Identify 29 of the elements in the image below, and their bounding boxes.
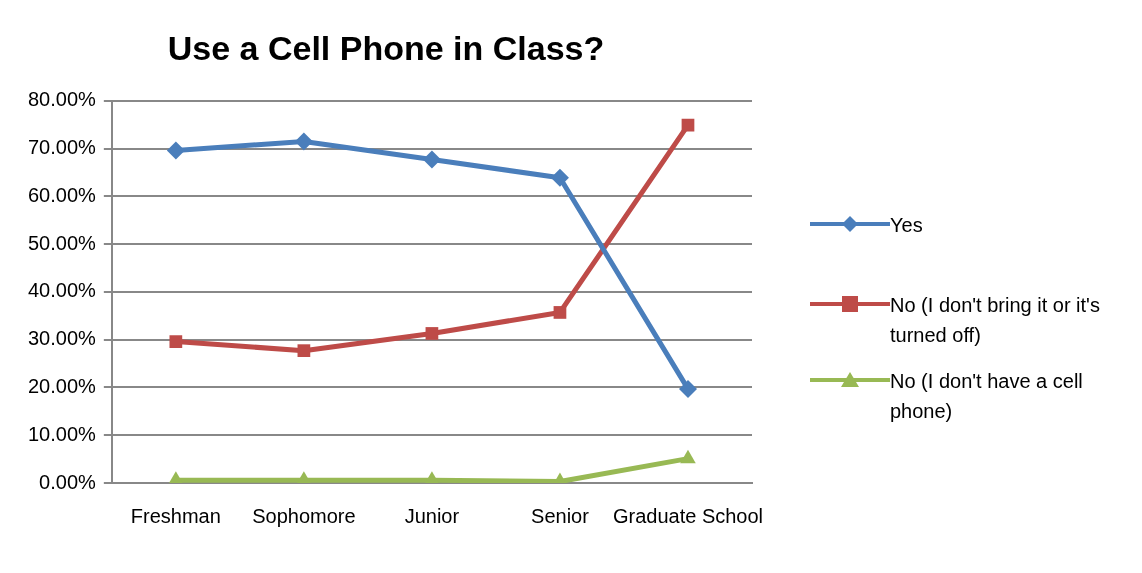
point (294, 132, 313, 151)
y-tick-label: 50.00% (27, 231, 97, 254)
point (678, 379, 697, 398)
x-tick-label: Senior (531, 504, 590, 527)
y-tick-label: 20.00% (27, 374, 97, 397)
point (425, 327, 439, 340)
point (553, 306, 567, 319)
y-tick-label: 40.00% (27, 279, 97, 302)
point (422, 150, 441, 169)
x-tick-label: Sophomore (252, 504, 356, 527)
point (297, 344, 311, 358)
point (681, 118, 695, 132)
y-tick-label: 0.00% (39, 470, 97, 493)
y-tick-label: 70.00% (27, 136, 97, 159)
legend-label: Yes (890, 213, 923, 238)
y-tick-label: 10.00% (27, 422, 97, 445)
point (166, 141, 185, 160)
y-tick-label: 60.00% (27, 183, 97, 206)
point (169, 335, 183, 348)
legend-label: No (I don't bring it or it's turned off) (890, 293, 1101, 348)
x-tick-label: Freshman (130, 504, 221, 527)
point (680, 449, 696, 464)
point (550, 168, 569, 187)
x-tick-label: Graduate School (612, 504, 764, 527)
chart-title: Use a Cell Phone in Class? (167, 28, 605, 67)
x-tick-label: Junior (404, 504, 460, 527)
y-tick-label: 30.00% (27, 327, 97, 350)
legend-label: No (I don't have a cell phone) (890, 369, 1084, 424)
y-tick-label: 80.00% (27, 88, 97, 111)
